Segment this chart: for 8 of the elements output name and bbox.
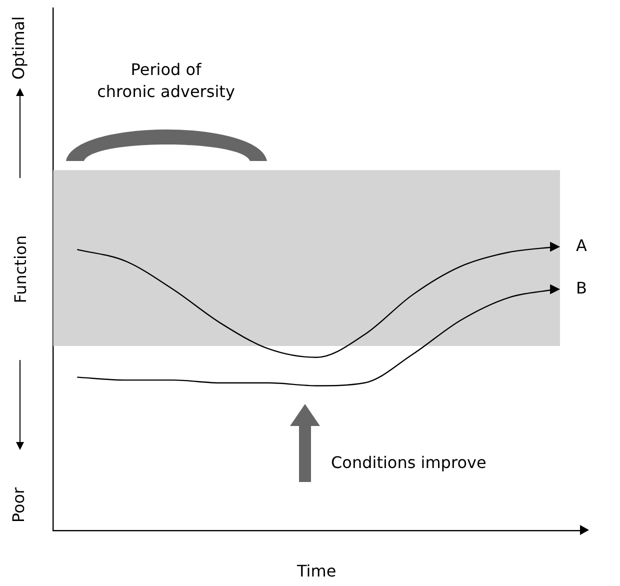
- annotation: Conditions improve: [331, 453, 486, 472]
- series-label: A: [576, 236, 588, 255]
- x-axis-title: Time: [296, 562, 336, 581]
- series-label: B: [576, 278, 588, 298]
- text: Optimal: [9, 16, 28, 80]
- text: Period of chronic adversity: [97, 60, 235, 102]
- y-axis-title: Function: [10, 235, 30, 304]
- text: Poor: [9, 486, 28, 523]
